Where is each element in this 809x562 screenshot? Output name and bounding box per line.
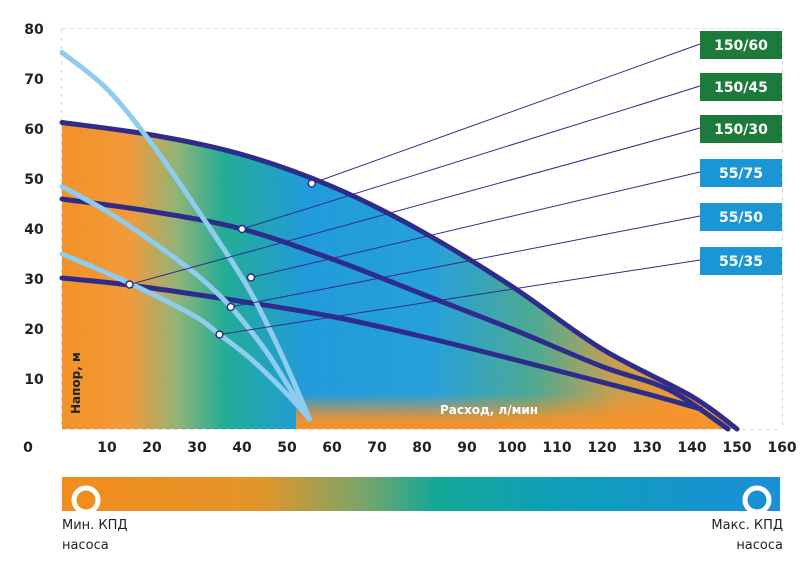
curve-150-60 [59, 120, 740, 432]
y-tick-label: 40 [24, 222, 44, 238]
x-tick-label: 140 [677, 440, 706, 456]
leader-150-45 [241, 85, 701, 230]
marker-55-75 [246, 273, 256, 282]
x-tick-label: 30 [187, 440, 207, 456]
x-tick-label: 130 [632, 440, 661, 456]
x-tick-label: 10 [97, 440, 117, 456]
legend-entry: 150/60 [700, 31, 782, 59]
max-efficiency-title: Макс. КПД [711, 518, 783, 533]
legend-label: 55/50 [719, 210, 763, 226]
legend-label: 150/60 [714, 38, 768, 54]
legend-label: 55/75 [719, 166, 763, 182]
curve-55-35 [59, 251, 312, 422]
curve-150-30 [59, 275, 704, 412]
max-efficiency-label: Макс. КПД насоса [711, 516, 783, 556]
x-tick-label: 90 [457, 440, 477, 456]
legend-swatch [700, 203, 782, 231]
marker-150-45 [237, 224, 247, 234]
leader-55-50 [230, 215, 701, 308]
y-axis-title: Напор, м [69, 352, 83, 414]
x-tick-label: 100 [497, 440, 526, 456]
pump-curves [59, 50, 740, 432]
marker-150-30 [125, 280, 134, 289]
min-efficiency-title: Мин. КПД [62, 518, 128, 533]
min-efficiency-sub: насоса [62, 538, 109, 553]
legend-swatch [700, 73, 782, 101]
y-tick-label: 50 [24, 172, 44, 188]
curve-150-45 [59, 196, 731, 432]
efficiency-scale [62, 477, 780, 515]
y-tick-label: 60 [24, 122, 44, 138]
marker-55-35 [215, 330, 224, 339]
leader-55-35 [219, 259, 701, 335]
x-tick-label: 160 [767, 440, 796, 456]
min-efficiency-icon [71, 485, 101, 515]
legend-swatch [700, 115, 782, 143]
x-tick-label: 20 [142, 440, 162, 456]
leader-150-30 [129, 127, 701, 285]
y-tick-label: 10 [24, 372, 44, 388]
curve-55-50 [59, 184, 312, 422]
legend-entry: 150/45 [700, 73, 782, 101]
max-efficiency-icon [742, 485, 772, 515]
y-tick-label: 70 [24, 72, 44, 88]
x-axis-title: Расход, л/мин [440, 403, 538, 417]
legend-entry: 150/30 [700, 115, 782, 143]
leader-150-60 [311, 43, 701, 184]
x-tick-label: 110 [542, 440, 571, 456]
min-efficiency-label: Мин. КПД насоса [62, 516, 128, 556]
y-tick-label: 30 [24, 272, 44, 288]
efficiency-fill [62, 52, 737, 429]
marker-55-50 [226, 302, 235, 312]
max-efficiency-sub: насоса [736, 538, 783, 553]
legend: 150/60 150/45 150/30 55/75 55/50 55/35 [700, 31, 782, 275]
x-tick-label: 80 [412, 440, 432, 456]
x-tick-label: 150 [722, 440, 751, 456]
legend-entry: 55/75 [700, 159, 782, 187]
x-tick-label: 40 [232, 440, 252, 456]
x-tick-label: 60 [322, 440, 342, 456]
marker-150-60 [307, 179, 316, 188]
legend-label: 150/45 [714, 80, 768, 96]
legend-swatch [700, 31, 782, 59]
legend-swatch [700, 247, 782, 275]
legend-label: 150/30 [714, 122, 768, 138]
legend-entry: 55/50 [700, 203, 782, 231]
origin-label: 0 [23, 440, 33, 456]
curve-55-75 [59, 50, 312, 422]
y-tick-label: 20 [24, 322, 44, 338]
curve-markers [125, 179, 316, 339]
legend-label: 55/35 [719, 254, 763, 270]
efficiency-gradient-bar [62, 477, 780, 511]
efficiency-fill-bottom [296, 394, 728, 429]
x-tick-label: 70 [367, 440, 387, 456]
legend-entry: 55/35 [700, 247, 782, 275]
leader-lines [129, 43, 701, 335]
x-tick-label: 50 [277, 440, 297, 456]
y-tick-label: 80 [24, 22, 44, 38]
x-tick-label: 120 [587, 440, 616, 456]
axes: 10 20 30 40 50 60 70 80 90 100 110 120 130 140 150 160 0… [23, 22, 797, 456]
leader-55-75 [250, 171, 701, 278]
legend-swatch [700, 159, 782, 187]
